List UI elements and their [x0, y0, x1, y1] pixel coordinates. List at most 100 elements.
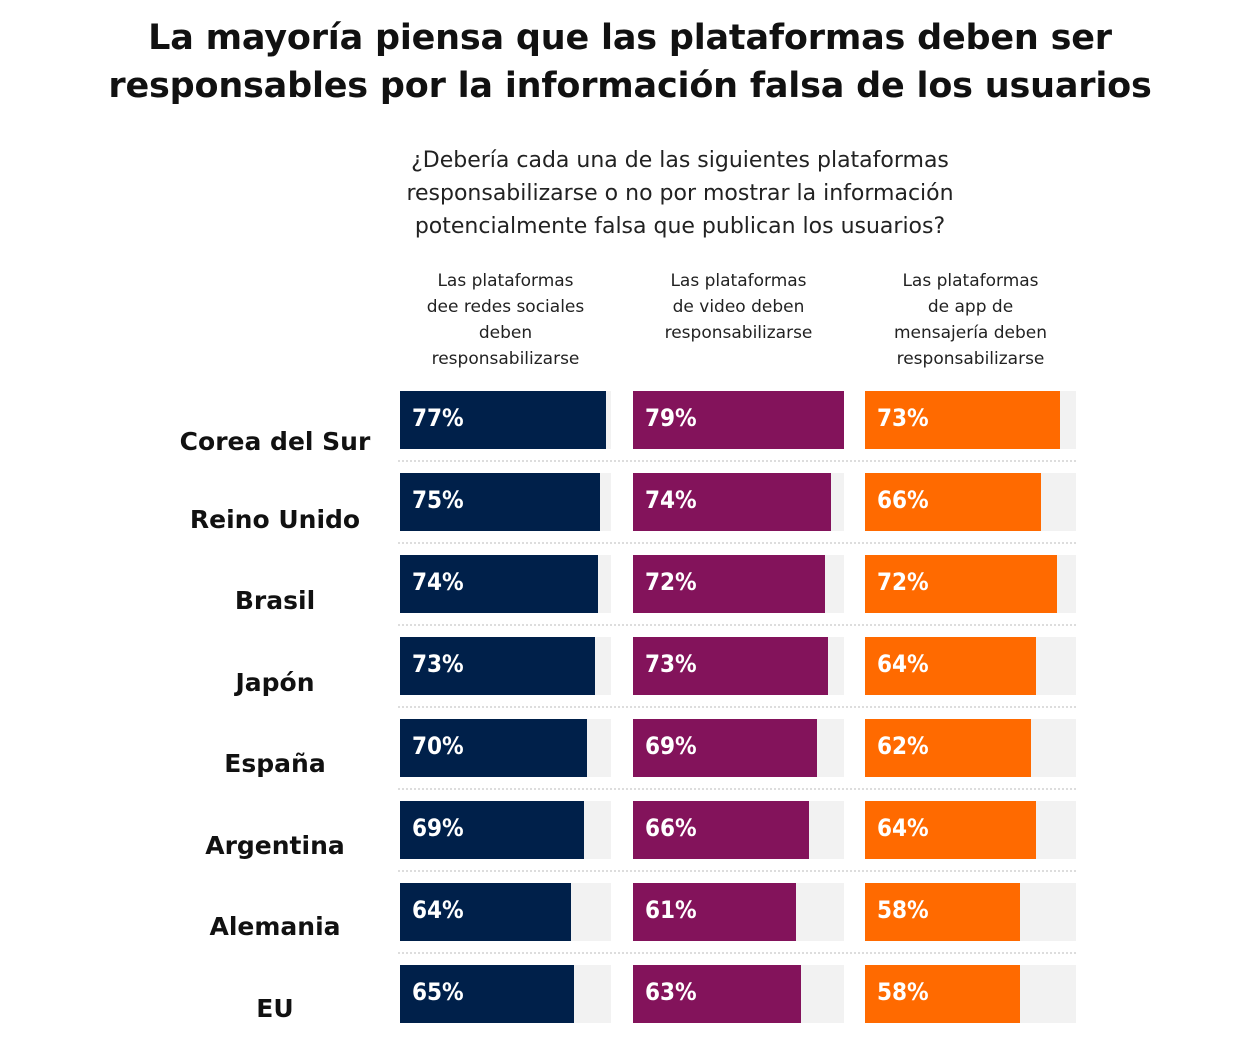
column-header-1: Las plataformas dee redes sociales deben re…: [386, 268, 626, 372]
chart-title-line-1: La mayoría piensa que las plataformas de…: [148, 18, 1112, 58]
bar-track: 69%: [400, 801, 611, 859]
bar-value-label: 66%: [877, 486, 929, 514]
bar-value-label: 58%: [877, 896, 929, 924]
bar-value-label: 58%: [877, 978, 929, 1006]
category-label: España: [224, 749, 326, 778]
category-label: EU: [256, 993, 294, 1023]
bar-track: 66%: [633, 801, 844, 859]
category-label: Reino Unido: [189, 504, 361, 534]
bar-track: 65%: [400, 965, 611, 1023]
bar-value-label: 66%: [645, 814, 697, 842]
bar: 64%: [400, 883, 571, 941]
column-header-line: responsabilizarse: [664, 323, 813, 343]
column-header-line: responsabilizarse: [431, 349, 580, 369]
bar: 63%: [633, 965, 802, 1023]
bar-track: 66%: [865, 473, 1076, 531]
bar: 74%: [633, 473, 831, 531]
bar: 72%: [633, 555, 826, 613]
row-separator: [398, 542, 1076, 544]
bar-value-label: 70%: [412, 732, 464, 760]
bar-value-label: 69%: [645, 732, 697, 760]
bar: 77%: [400, 391, 606, 449]
bar: 72%: [865, 555, 1058, 613]
column-header-line: mensajería deben: [893, 323, 1048, 343]
category-label: Alemania: [209, 912, 341, 941]
column-header-line: de app de: [927, 297, 1014, 317]
category-label: Argentina: [205, 830, 345, 860]
bar: 65%: [400, 965, 574, 1023]
bar: 64%: [865, 801, 1036, 859]
bar-value-label: 64%: [877, 814, 929, 842]
bar-value-label: 74%: [412, 568, 464, 596]
bar: 70%: [400, 719, 587, 777]
bar: 58%: [865, 965, 1020, 1023]
bar: 73%: [633, 637, 828, 695]
bar: 73%: [400, 637, 595, 695]
bar-value-label: 73%: [645, 650, 697, 678]
bar: 69%: [633, 719, 818, 777]
bar-value-label: 72%: [877, 568, 929, 596]
bar: 69%: [400, 801, 585, 859]
column-header-line: dee redes sociales: [426, 297, 585, 317]
bar-value-label: 74%: [645, 486, 697, 514]
column-header-line: Las plataformas: [902, 271, 1039, 291]
bar: 74%: [400, 555, 598, 613]
row-separator: [398, 706, 1076, 708]
chart-subtitle-line-2: responsabilizarse o no por mostrar la in…: [406, 181, 954, 206]
bar-track: 73%: [633, 637, 844, 695]
bar: 61%: [633, 883, 796, 941]
bar-value-label: 64%: [412, 896, 464, 924]
bar-track: 74%: [400, 555, 611, 613]
bar-track: 73%: [400, 637, 611, 695]
bar-value-label: 72%: [645, 568, 697, 596]
bar-value-label: 75%: [412, 486, 464, 514]
column-header-line: deben: [478, 323, 533, 343]
column-header-line: Las plataformas: [670, 271, 807, 291]
column-header-line: Las plataformas: [437, 271, 574, 291]
bar: 75%: [400, 473, 601, 531]
chart-subtitle-line-1: ¿Debería cada una de las siguientes plat…: [411, 148, 949, 173]
bar-value-label: 61%: [645, 896, 697, 924]
chart-subtitle-line-3: potencialmente falsa que publican los us…: [414, 214, 946, 239]
row-separator: [398, 870, 1076, 872]
chart-subtitle: ¿Debería cada una de las siguientes plat…: [370, 144, 990, 243]
bar-track: 73%: [865, 391, 1076, 449]
bar-track: 77%: [400, 391, 611, 449]
bar-track: 75%: [400, 473, 611, 531]
bar-track: 74%: [633, 473, 844, 531]
column-header-line: de video deben: [672, 297, 805, 317]
bar-track: 58%: [865, 965, 1076, 1023]
bar-value-label: 69%: [412, 814, 464, 842]
bar-value-label: 79%: [645, 404, 697, 432]
bar: 79%: [633, 391, 844, 449]
bar-track: 69%: [633, 719, 844, 777]
bar: 66%: [633, 801, 810, 859]
bar-track: 70%: [400, 719, 611, 777]
category-label: Corea del Sur: [179, 427, 371, 456]
row-separator: [398, 952, 1076, 954]
bar-track: 58%: [865, 883, 1076, 941]
bar-track: 61%: [633, 883, 844, 941]
bar-track: 64%: [400, 883, 611, 941]
bar-track: 62%: [865, 719, 1076, 777]
bar-track: 72%: [865, 555, 1076, 613]
bar-value-label: 62%: [877, 732, 929, 760]
column-header-line: responsabilizarse: [896, 349, 1045, 369]
bar-value-label: 77%: [412, 404, 464, 432]
chart-title-line-2: responsables por la información falsa de…: [108, 66, 1152, 106]
row-separator: [398, 788, 1076, 790]
category-label: Brasil: [234, 586, 316, 615]
bar-value-label: 64%: [877, 650, 929, 678]
bar: 66%: [865, 473, 1042, 531]
row-separator: [398, 460, 1076, 462]
bar: 58%: [865, 883, 1020, 941]
row-separator: [398, 624, 1076, 626]
column-header-2: Las plataformas de video deben responsabil…: [619, 268, 859, 346]
bar: 64%: [865, 637, 1036, 695]
bar-track: 63%: [633, 965, 844, 1023]
bar-value-label: 63%: [645, 978, 697, 1006]
bar-value-label: 73%: [412, 650, 464, 678]
category-label: Japón: [235, 667, 315, 697]
column-header-3: Las plataformas de app de mensajería deben…: [851, 268, 1091, 372]
chart-title: La mayoría piensa que las plataformas de…: [0, 14, 1260, 110]
